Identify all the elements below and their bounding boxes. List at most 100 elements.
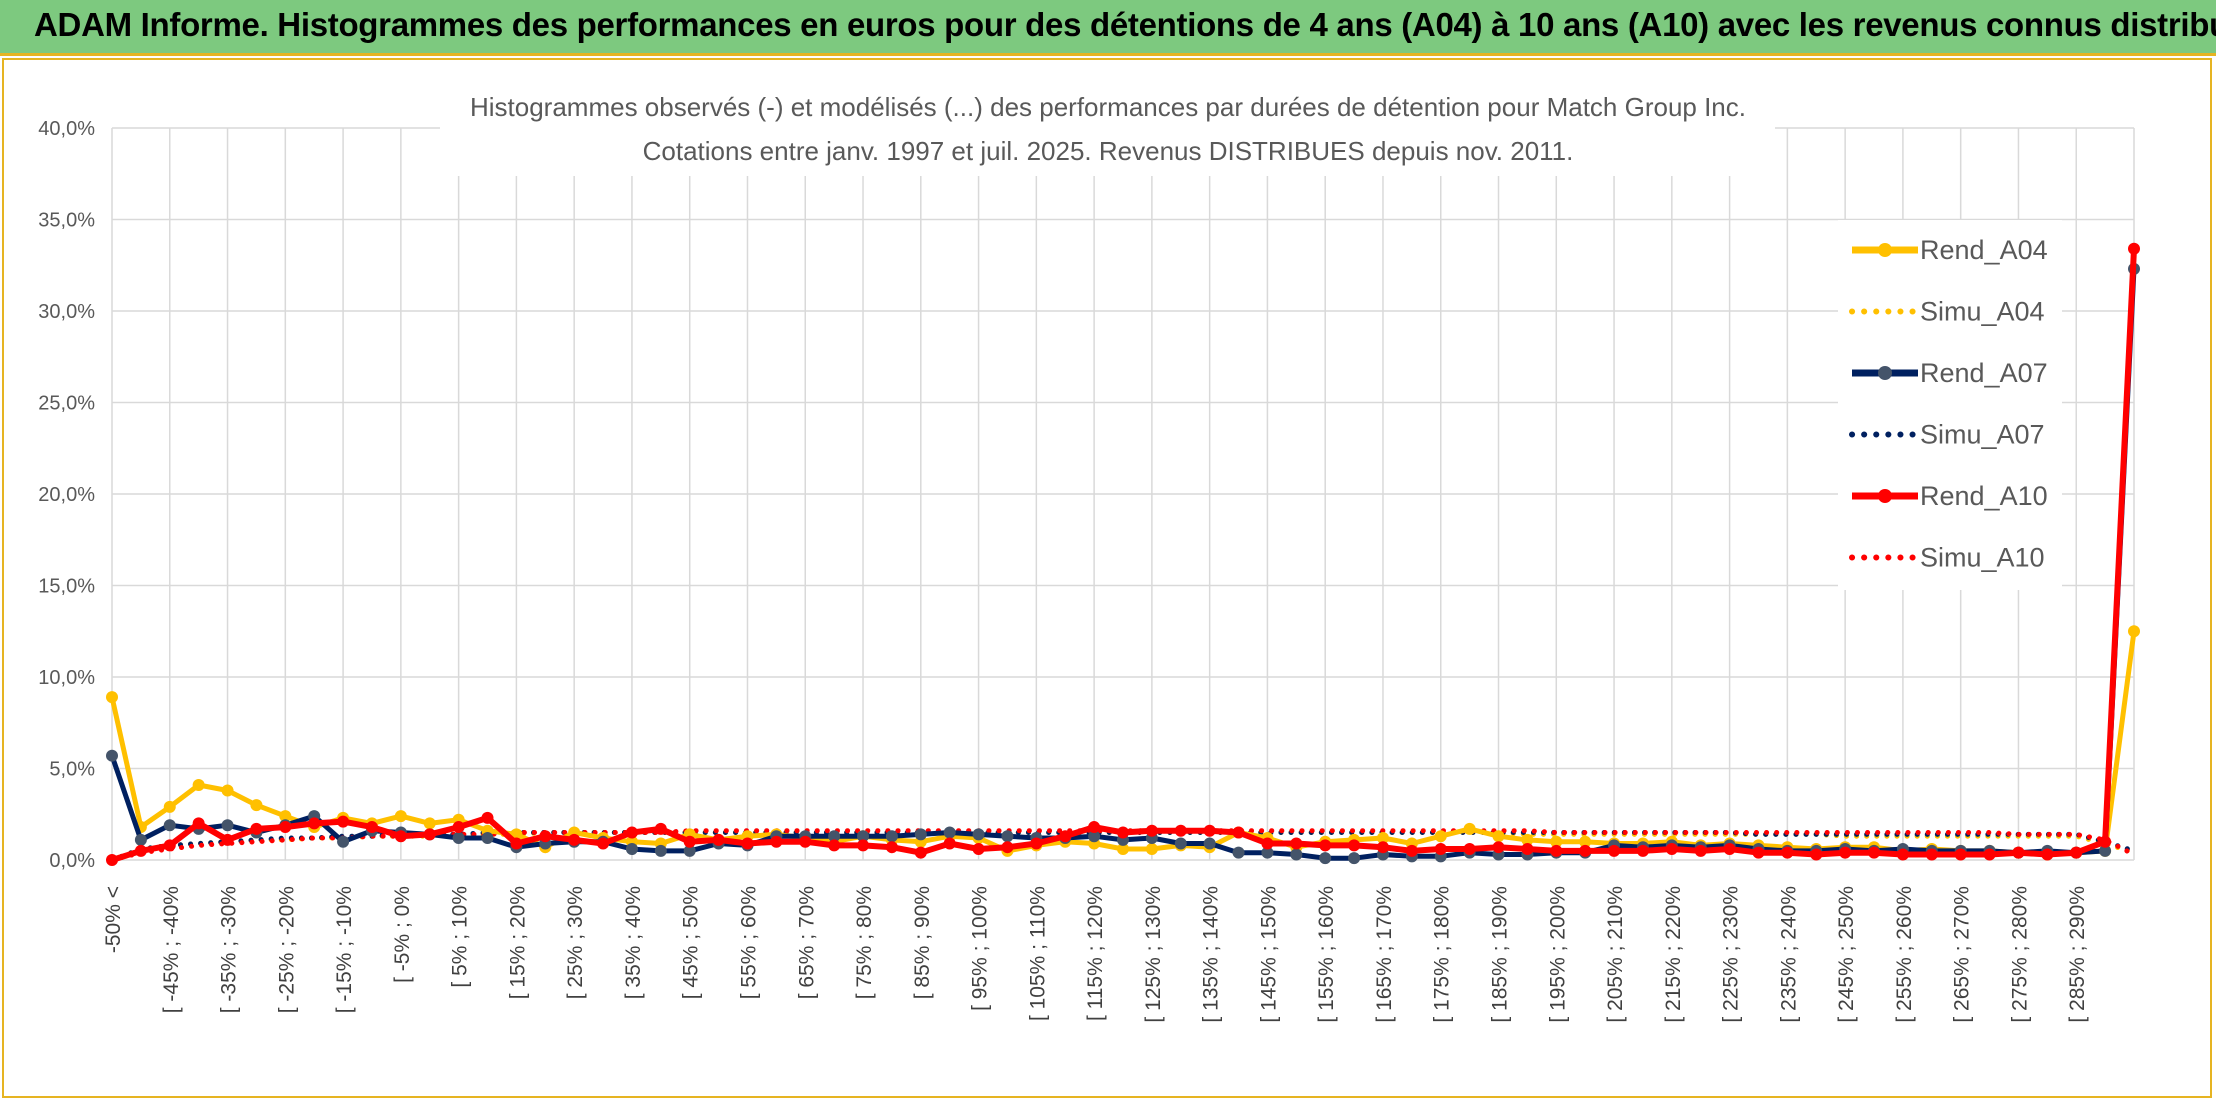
- x-tick-label: [ 5% ; 10%: [449, 886, 472, 988]
- grid-lines: [111, 127, 2135, 861]
- y-tick-label: 35,0%: [38, 210, 95, 232]
- x-tick-label: [ -45% ; -40%: [160, 886, 183, 1013]
- data-point: [1579, 844, 1592, 857]
- data-point: [481, 832, 494, 845]
- x-tick-label: [ 235% ; 240%: [1777, 886, 1800, 1023]
- legend-item: Rend_A07: [1852, 358, 2048, 388]
- data-point: [1434, 843, 1447, 856]
- x-tick-label: [ 285% ; 290%: [2066, 886, 2089, 1023]
- data-point: [539, 830, 552, 843]
- legend-marker: [1878, 489, 1892, 503]
- data-point: [1030, 837, 1043, 850]
- x-tick-label: [ 215% ; 220%: [1662, 886, 1685, 1023]
- data-point: [568, 833, 581, 846]
- data-point: [1261, 846, 1274, 859]
- data-point: [885, 841, 898, 854]
- data-point: [914, 828, 927, 841]
- x-tick-label: [ 25% ; 30%: [564, 886, 587, 999]
- title-background: [440, 84, 1775, 176]
- data-point: [712, 833, 725, 846]
- data-point: [1752, 846, 1765, 859]
- x-tick-label: [ 35% ; 40%: [622, 886, 645, 999]
- data-point: [770, 835, 783, 848]
- data-point: [1376, 832, 1389, 845]
- x-tick-label: [ 75% ; 80%: [853, 886, 876, 999]
- data-point: [1896, 848, 1909, 861]
- data-point: [1521, 833, 1534, 846]
- data-point: [1348, 839, 1361, 852]
- data-point: [1694, 844, 1707, 857]
- data-point: [394, 830, 407, 843]
- data-point: [1174, 837, 1187, 850]
- data-point: [828, 839, 841, 852]
- y-tick-label: 20,0%: [38, 484, 95, 506]
- data-point: [423, 817, 436, 830]
- data-point: [337, 815, 350, 828]
- legend-label: Simu_A10: [1920, 543, 2045, 573]
- series-line: [109, 828, 2137, 863]
- data-point: [221, 784, 234, 797]
- data-point: [279, 810, 292, 823]
- data-point: [741, 837, 754, 850]
- data-point: [423, 828, 436, 841]
- data-point: [452, 821, 465, 834]
- data-point: [625, 826, 638, 839]
- data-point: [106, 691, 118, 704]
- data-point: [106, 854, 118, 866]
- plot-area: [106, 242, 2140, 866]
- data-point: [1290, 837, 1303, 850]
- data-point: [1492, 830, 1505, 843]
- data-point: [1145, 824, 1158, 837]
- data-point: [1579, 835, 1592, 848]
- legend-marker: [1878, 243, 1892, 257]
- x-tick-label: [ 255% ; 260%: [1893, 886, 1916, 1023]
- data-point: [2099, 835, 2112, 848]
- legend: Rend_A04 Simu_A04 Rend_A07 Simu_A07 Rend_A10…: [1838, 220, 2062, 590]
- series-Rend_A10: [106, 242, 2140, 866]
- y-tick-label: 0,0%: [49, 850, 95, 872]
- data-point: [2128, 625, 2140, 638]
- data-point: [914, 846, 927, 859]
- x-tick-label: [ 95% ; 100%: [969, 886, 992, 1011]
- x-tick-label: [ 225% ; 230%: [1720, 886, 1743, 1023]
- data-point: [1781, 846, 1794, 859]
- data-point: [1001, 830, 1014, 843]
- data-point: [1492, 841, 1505, 854]
- data-point: [1463, 843, 1476, 856]
- data-point: [1232, 826, 1245, 839]
- data-point: [799, 835, 812, 848]
- x-tick-label: [ 135% ; 140%: [1200, 886, 1223, 1023]
- data-point: [1434, 830, 1447, 843]
- data-point: [163, 800, 176, 813]
- x-tick-label: [ 65% ; 70%: [795, 886, 818, 999]
- x-tick-label: [ 155% ; 160%: [1315, 886, 1338, 1023]
- x-tick-label: [ 195% ; 200%: [1546, 886, 1569, 1023]
- data-point: [1319, 852, 1332, 865]
- x-tick-label: [ 275% ; 280%: [2008, 886, 2031, 1023]
- data-point: [134, 833, 147, 846]
- data-point: [365, 821, 378, 834]
- data-point: [857, 830, 870, 843]
- data-point: [943, 826, 956, 839]
- data-point: [1232, 846, 1245, 859]
- data-point: [654, 844, 667, 857]
- data-point: [2128, 242, 2140, 255]
- data-point: [1348, 852, 1361, 865]
- data-point: [683, 835, 696, 848]
- y-axis: 0,0% 5,0% 10,0% 15,0% 20,0% 25,0% 30,0% 35,0% 40…: [38, 118, 95, 872]
- data-point: [1059, 830, 1072, 843]
- y-tick-label: 25,0%: [38, 393, 95, 415]
- data-point: [452, 832, 465, 845]
- data-point: [1665, 843, 1678, 856]
- data-point: [221, 819, 234, 832]
- data-point: [308, 817, 321, 830]
- data-point: [828, 830, 841, 843]
- data-point: [597, 837, 610, 850]
- legend-item: Rend_A04: [1852, 235, 2048, 265]
- data-point: [1983, 848, 1996, 861]
- legend-label: Simu_A07: [1920, 420, 2045, 450]
- data-point: [250, 822, 263, 835]
- header-banner: ADAM Informe. Histogrammes des performan…: [0, 0, 2216, 56]
- data-point: [1203, 824, 1216, 837]
